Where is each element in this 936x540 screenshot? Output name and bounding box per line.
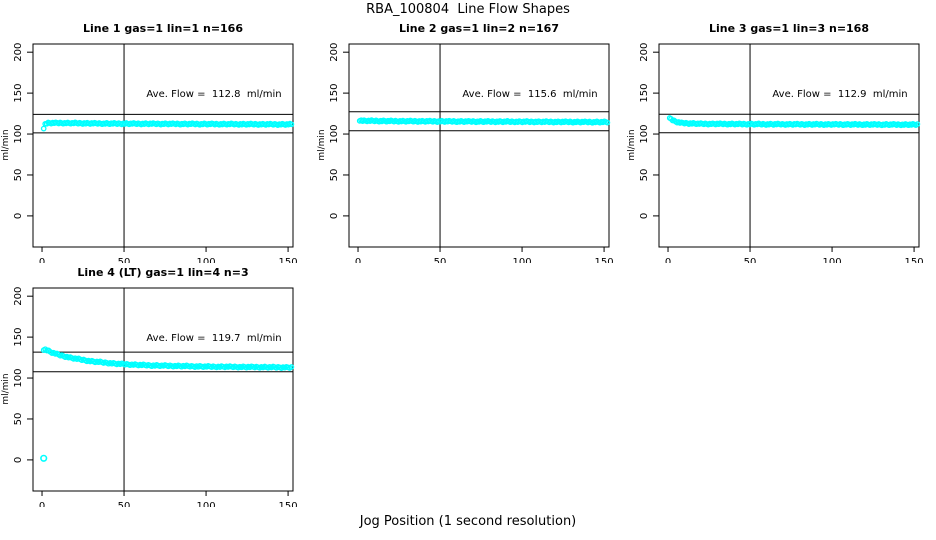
- plot-canvas-4: Line 4 (LT) gas=1 lin=4 n=3 ml/min 0 50 10…: [1, 266, 298, 512]
- y-tick-label: 200: [13, 287, 24, 306]
- data-point: [288, 121, 295, 128]
- data-point: [604, 119, 611, 126]
- plot-box: [658, 43, 920, 248]
- plot-area: 0 50 100 150 0 50 100 150 200: [13, 43, 298, 268]
- y-axis-label: ml/min: [317, 129, 327, 160]
- y-tick-label: 150: [13, 328, 24, 347]
- y-tick-label: 200: [329, 43, 340, 62]
- y-tick-label: 200: [639, 43, 650, 62]
- y-tick-label: 0: [329, 213, 340, 219]
- x-tick-label: 100: [513, 257, 532, 263]
- y-tick-label: 100: [13, 368, 24, 387]
- plot-box: [32, 287, 294, 492]
- data-points: [40, 346, 295, 371]
- subplot-title: Line 2 gas=1 lin=2 n=167: [399, 22, 559, 35]
- y-tick-label: 0: [13, 457, 24, 463]
- shared-x-axis-label: Jog Position (1 second resolution): [359, 514, 577, 529]
- plot-box: [348, 43, 610, 248]
- subplot-line-4: Line 4 (LT) gas=1 lin=4 n=3 ml/min 0 50 10…: [0, 262, 312, 512]
- y-tick-label: 100: [329, 124, 340, 143]
- y-tick-label: 50: [13, 413, 24, 426]
- ave-flow-annotation: Ave. Flow = 115.6 ml/min: [462, 89, 597, 100]
- y-axis-label: ml/min: [1, 373, 11, 404]
- y-tick-label: 50: [639, 169, 650, 182]
- x-tick-label: 50: [118, 501, 131, 507]
- ave-flow-annotation: Ave. Flow = 119.7 ml/min: [146, 333, 281, 344]
- x-tick-label: 0: [39, 501, 45, 507]
- subplot-line-1: Line 1 gas=1 lin=1 n=166 ml/min 0 50 100 15…: [0, 18, 312, 268]
- plot-canvas-1: Line 1 gas=1 lin=1 n=166 ml/min 0 50 100 15…: [1, 22, 298, 268]
- plot-area: 0 50 100 150 0 50 100 150 200: [639, 43, 924, 268]
- x-tick-label: 0: [39, 257, 45, 263]
- x-tick-label: 150: [279, 501, 298, 507]
- y-tick-label: 100: [13, 124, 24, 143]
- y-tick-label: 150: [329, 84, 340, 103]
- data-point: [40, 125, 47, 132]
- ave-flow-annotation: Ave. Flow = 112.8 ml/min: [146, 89, 281, 100]
- y-axis: 0 50 100 150 200: [639, 43, 659, 219]
- y-tick-label: 0: [13, 213, 24, 219]
- subplot-line-2: Line 2 gas=1 lin=2 n=167 ml/min 0 50 100 15…: [316, 18, 628, 268]
- x-axis: 0 50 100 150: [665, 247, 924, 268]
- x-tick-label: 50: [434, 257, 447, 263]
- y-axis: 0 50 100 150 200: [13, 43, 33, 219]
- x-tick-label: 150: [279, 257, 298, 263]
- y-tick-label: 150: [639, 84, 650, 103]
- x-axis: 0 50 100 150: [355, 247, 614, 268]
- x-tick-label: 0: [355, 257, 361, 263]
- x-axis: 0 50 100 150: [39, 247, 298, 268]
- x-tick-label: 100: [197, 501, 216, 507]
- subplot-title: Line 1 gas=1 lin=1 n=166: [83, 22, 243, 35]
- x-tick-label: 100: [823, 257, 842, 263]
- plot-area: 0 50 100 150 0 50 100 150 200: [329, 43, 614, 268]
- plot-box: [32, 43, 294, 248]
- data-point: [288, 364, 295, 370]
- data-points: [356, 117, 611, 126]
- data-point: [914, 121, 921, 127]
- subplot-line-3: Line 3 gas=1 lin=3 n=168 ml/min 0 50 100 15…: [626, 18, 936, 268]
- plot-canvas-3: Line 3 gas=1 lin=3 n=168 ml/min 0 50 100 15…: [627, 22, 924, 268]
- y-tick-label: 100: [639, 124, 650, 143]
- ave-flow-annotation: Ave. Flow = 112.9 ml/min: [772, 89, 907, 100]
- x-tick-label: 150: [595, 257, 614, 263]
- y-tick-label: 200: [13, 43, 24, 62]
- y-tick-label: 150: [13, 84, 24, 103]
- x-axis: 0 50 100 150: [39, 491, 298, 512]
- outlier-point: [40, 454, 48, 462]
- plot-area: 0 50 100 150 0 50 100 150 200: [13, 287, 298, 512]
- data-points: [666, 115, 921, 129]
- subplot-title: Line 4 (LT) gas=1 lin=4 n=3: [77, 266, 248, 279]
- y-axis-label: ml/min: [627, 129, 637, 160]
- y-axis: 0 50 100 150 200: [329, 43, 349, 219]
- x-tick-label: 0: [665, 257, 671, 263]
- subplot-title: Line 3 gas=1 lin=3 n=168: [709, 22, 869, 35]
- y-tick-label: 0: [639, 213, 650, 219]
- y-axis-label: ml/min: [1, 129, 11, 160]
- y-tick-label: 50: [329, 169, 340, 182]
- y-axis: 0 50 100 150 200: [13, 287, 33, 463]
- x-tick-label: 150: [905, 257, 924, 263]
- plot-canvas-2: Line 2 gas=1 lin=2 n=167 ml/min 0 50 100 15…: [317, 22, 614, 268]
- y-tick-label: 50: [13, 169, 24, 182]
- data-points: [40, 119, 295, 132]
- main-title: RBA_100804 Line Flow Shapes: [366, 2, 570, 17]
- x-tick-label: 50: [118, 257, 131, 263]
- x-tick-label: 50: [744, 257, 757, 263]
- x-tick-label: 100: [197, 257, 216, 263]
